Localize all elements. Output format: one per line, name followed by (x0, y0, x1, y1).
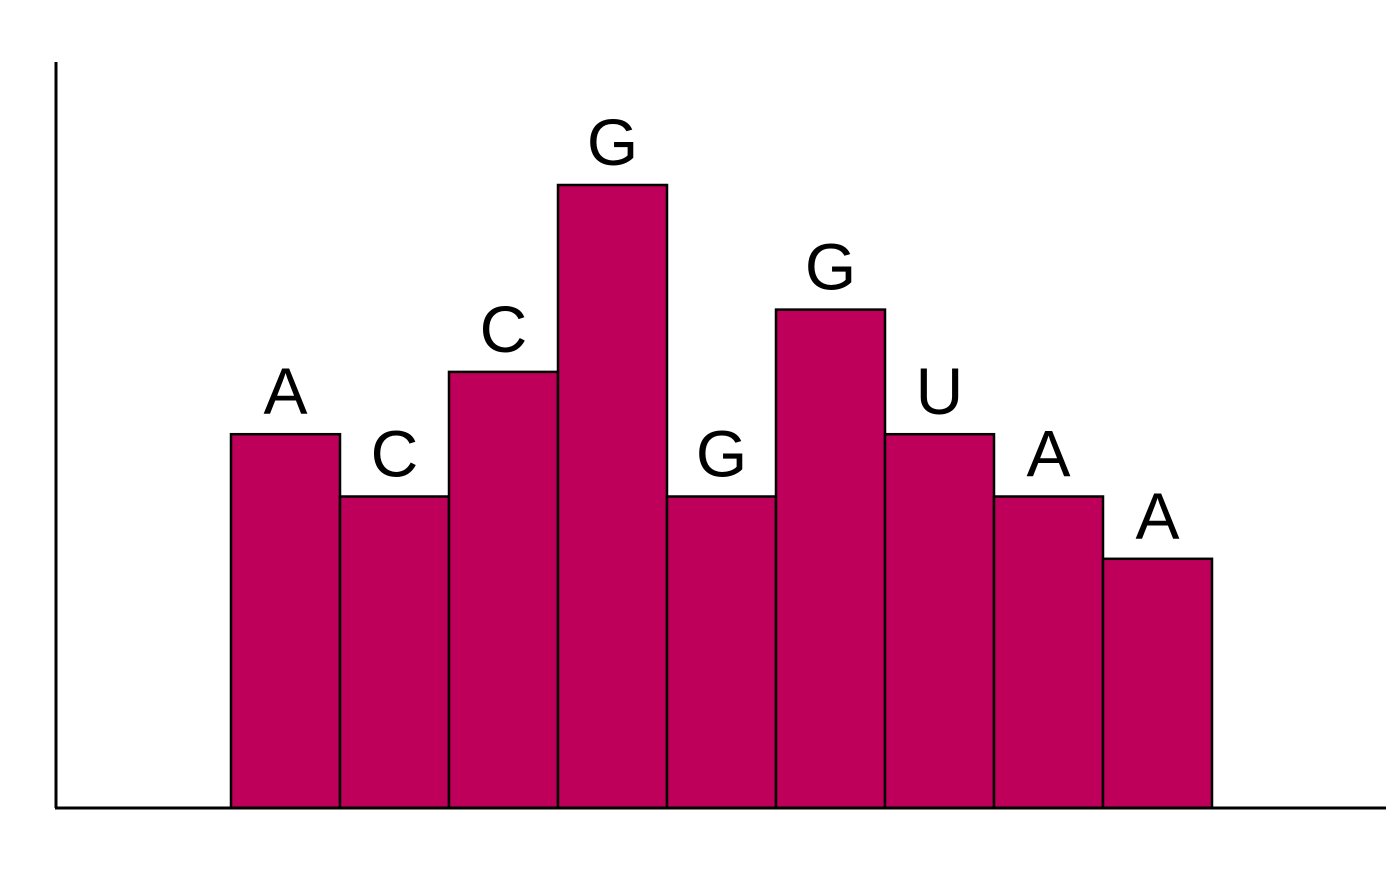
bar-label-6: U (916, 354, 964, 428)
bar-label-7: A (1026, 417, 1070, 491)
bar-label-8: A (1135, 479, 1179, 553)
bar-5 (774, 308, 887, 810)
bar-label-0: A (263, 354, 307, 428)
bar-7 (992, 495, 1105, 810)
bar-label-1: C (371, 417, 419, 491)
bar-4 (665, 495, 778, 810)
bar-8 (1101, 557, 1214, 810)
bar-1 (338, 495, 451, 810)
bar-label-4: G (696, 417, 747, 491)
bars-layer (229, 183, 1214, 810)
bar-0 (229, 432, 342, 810)
bar-2 (447, 370, 560, 810)
bar-label-5: G (805, 230, 856, 304)
bar-3 (556, 183, 669, 810)
bar-label-2: C (480, 292, 528, 366)
bar-label-3: G (587, 105, 638, 179)
bar-6 (883, 432, 996, 810)
